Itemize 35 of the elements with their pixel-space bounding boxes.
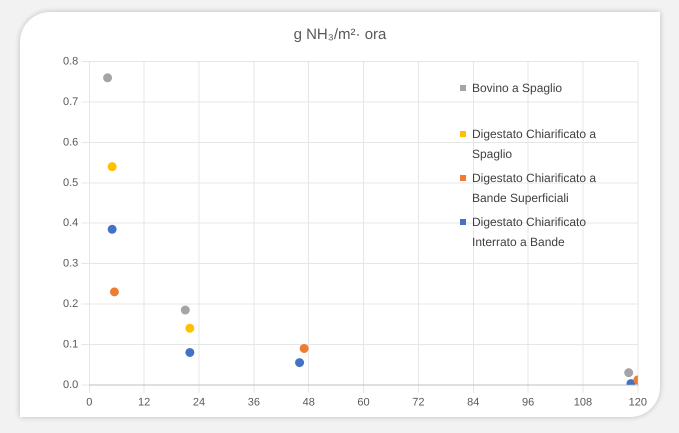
y-tick-label: 0.5 — [62, 176, 78, 189]
point — [103, 73, 112, 82]
x-tick-label: 96 — [522, 396, 534, 408]
x-tick-label: 0 — [86, 396, 92, 408]
y-tick-label: 0.3 — [62, 258, 78, 270]
point — [180, 306, 190, 315]
point — [300, 344, 309, 353]
y-tick-label: 0.6 — [62, 136, 78, 148]
chart-title: g NH₃/m²· ora — [292, 26, 388, 43]
x-tick-label: 12 — [138, 396, 150, 408]
point — [108, 224, 117, 234]
x-tick-label: 120 — [628, 396, 648, 408]
point — [108, 162, 117, 172]
legend-label: Digestato Chiarificato a Spaglio — [472, 126, 598, 163]
x-tick-label: 84 — [467, 396, 480, 408]
point — [295, 358, 304, 368]
point — [110, 287, 119, 296]
x-tick-label: 72 — [412, 396, 425, 408]
point — [624, 368, 634, 378]
legend-label: Digestato Chiarificato Interrato a Bande — [472, 214, 588, 251]
x-tick-label: 60 — [357, 396, 370, 408]
point — [185, 348, 194, 357]
y-tick-label: 0.8 — [62, 56, 78, 68]
point — [185, 324, 194, 333]
y-tick-label: 0.2 — [62, 298, 78, 310]
y-tick-label: 0.7 — [62, 96, 78, 108]
legend-label: Digestato Chiarificato a Bande Superficiali — [472, 170, 598, 207]
x-tick-label: 24 — [192, 396, 206, 408]
y-tick-label: 0.0 — [62, 378, 78, 391]
y-tick-label: 0.1 — [62, 338, 78, 350]
x-tick-label: 48 — [302, 396, 315, 408]
x-tick-label: 108 — [574, 396, 592, 408]
legend-label: Bovino a Spaglio — [472, 80, 562, 97]
x-tick-label: 36 — [248, 396, 260, 408]
y-tick-label: 0.4 — [62, 217, 78, 230]
